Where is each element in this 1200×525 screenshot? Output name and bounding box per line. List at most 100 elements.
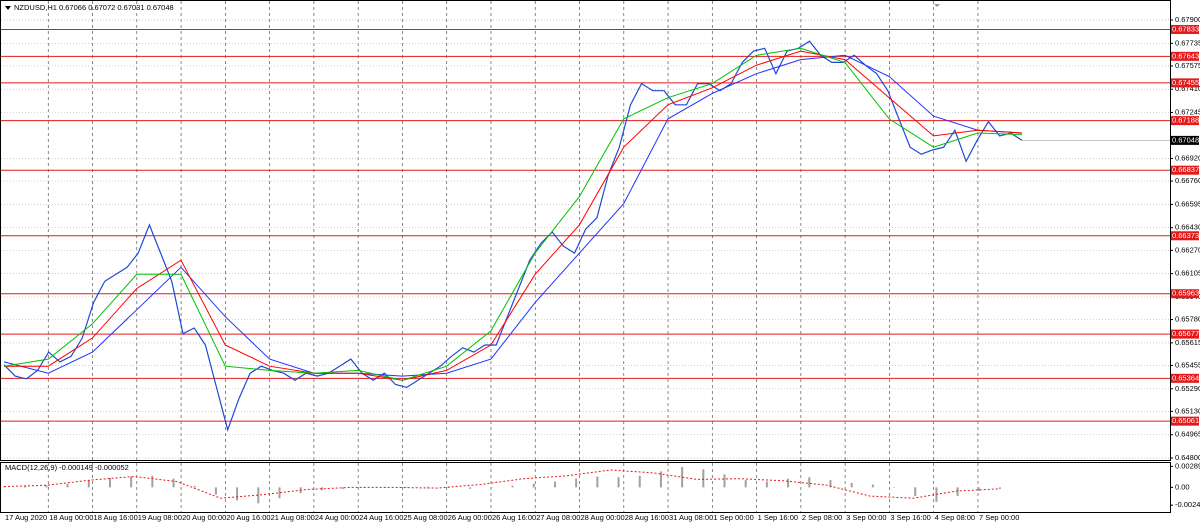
macd-bar (765, 481, 768, 488)
time-label: 26 Aug 00:00 (448, 513, 492, 522)
y-tick-label: 0.66595 (1175, 199, 1200, 208)
macd-bar (426, 486, 429, 488)
level-label: 0.67188 (1172, 116, 1199, 125)
y-tick-label: 0.66270 (1175, 245, 1200, 254)
y-tick-label: 0.67735 (1175, 38, 1200, 47)
time-label: 20 Aug 00:00 (182, 513, 226, 522)
macd-bar (108, 477, 111, 488)
macd-bar (723, 474, 726, 488)
time-label: 3 Sep 00:00 (846, 513, 886, 522)
time-label: 19 Aug 08:00 (138, 513, 182, 522)
macd-bar (257, 487, 260, 504)
y-tick-label: 0.67900 (1175, 15, 1200, 24)
macd-bar (808, 477, 811, 488)
time-label: 20 Aug 16:00 (226, 513, 270, 522)
macd-bar (3, 486, 5, 488)
macd-bar (45, 485, 48, 488)
macd-bar (342, 487, 345, 489)
y-tick-label: 0.66760 (1175, 176, 1200, 185)
macd-bar (151, 475, 154, 488)
time-label: 18 Aug 16:00 (94, 513, 138, 522)
y-tick-label: 0.65615 (1175, 338, 1200, 347)
menu-arrow[interactable] (5, 6, 11, 10)
macd-title: MACD(12,26,9) -0.000149 -0.000052 (5, 463, 129, 472)
y-tick-label: 0.67575 (1175, 61, 1200, 70)
macd-bar (278, 487, 281, 499)
macd-bar (893, 487, 896, 488)
y-tick-label: 0.67245 (1175, 108, 1200, 117)
macd-bar (193, 485, 196, 488)
macd-bar (87, 480, 90, 488)
time-label: 27 Aug 08:00 (536, 513, 580, 522)
macd-bar (469, 487, 472, 489)
y-tick-label: 0.64965 (1175, 430, 1200, 439)
y-tick-label: 0.65455 (1175, 360, 1200, 369)
macd-bar (236, 487, 239, 501)
time-label: 3 Sep 16:00 (890, 513, 930, 522)
y-tick-label: 0.65780 (1175, 315, 1200, 324)
level-label-box (1171, 329, 1199, 339)
macd-bar (596, 476, 599, 488)
macd-bar (702, 469, 705, 488)
y-tick-label: 0.65290 (1175, 384, 1200, 393)
time-label: 24 Aug 16:00 (359, 513, 403, 522)
macd-bar (24, 485, 27, 488)
level-label-box (1171, 416, 1199, 426)
time-label: 17 Aug 2020 (5, 513, 47, 522)
level-label: 0.67455 (1172, 78, 1199, 87)
macd-signal (3, 469, 1001, 499)
level-label: 0.67643 (1172, 51, 1199, 60)
y-tick-label: 0.002898 (1175, 461, 1200, 470)
level-label: 0.66837 (1172, 165, 1199, 174)
last-price-box (1171, 135, 1199, 145)
macd-bar (956, 487, 959, 497)
moving-average (4, 50, 1023, 381)
level-label-box (1171, 231, 1199, 241)
macd-bar (787, 478, 790, 488)
macd-bar (66, 483, 69, 488)
level-label: 0.65963 (1172, 289, 1199, 298)
time-label: 1 Sep 16:00 (758, 513, 798, 522)
time-label: 21 Aug 08:00 (271, 513, 315, 522)
y-tick-label: 0.00 (1175, 482, 1190, 491)
macd-bar (553, 481, 556, 488)
level-label: 0.65061 (1172, 416, 1199, 425)
level-label-box (1171, 78, 1199, 88)
macd-bar (511, 485, 514, 488)
macd-bar (172, 478, 175, 488)
shift-marker (934, 4, 940, 7)
macd-bar (532, 483, 535, 488)
macd-bar (829, 480, 832, 488)
time-label: 1 Sep 00:00 (713, 513, 753, 522)
y-tick-label: 0.64800 (1175, 453, 1200, 462)
y-tick-label: 0.65130 (1175, 406, 1200, 415)
macd-bar (575, 478, 578, 488)
time-label: 4 Sep 08:00 (935, 513, 975, 522)
time-label: 25 Aug 08:00 (403, 513, 447, 522)
main-frame (0, 0, 1171, 461)
y-tick-label: 0.66920 (1175, 153, 1200, 162)
level-label: 0.67833 (1172, 24, 1199, 33)
macd-bar (214, 487, 217, 495)
macd-bar (617, 477, 620, 488)
macd-bar (744, 480, 747, 488)
level-label-box (1171, 24, 1199, 34)
macd-bar (850, 483, 853, 488)
macd-bar (871, 484, 874, 488)
level-label: 0.66373 (1172, 231, 1199, 240)
level-label: 0.65677 (1172, 329, 1199, 338)
moving-average (3, 47, 1023, 381)
time-label: 18 Aug 00:00 (49, 513, 93, 522)
y-tick-label: -0.00246 (1175, 500, 1200, 509)
price-line (3, 40, 1023, 432)
macd-bar (405, 486, 408, 488)
time-label: 2 Sep 08:00 (802, 513, 842, 522)
macd-bar (448, 487, 451, 488)
y-tick-label: 0.66105 (1175, 269, 1200, 278)
y-tick-label: 0.66430 (1175, 223, 1200, 232)
time-label: 28 Aug 00:00 (581, 513, 625, 522)
macd-bar (914, 487, 917, 497)
